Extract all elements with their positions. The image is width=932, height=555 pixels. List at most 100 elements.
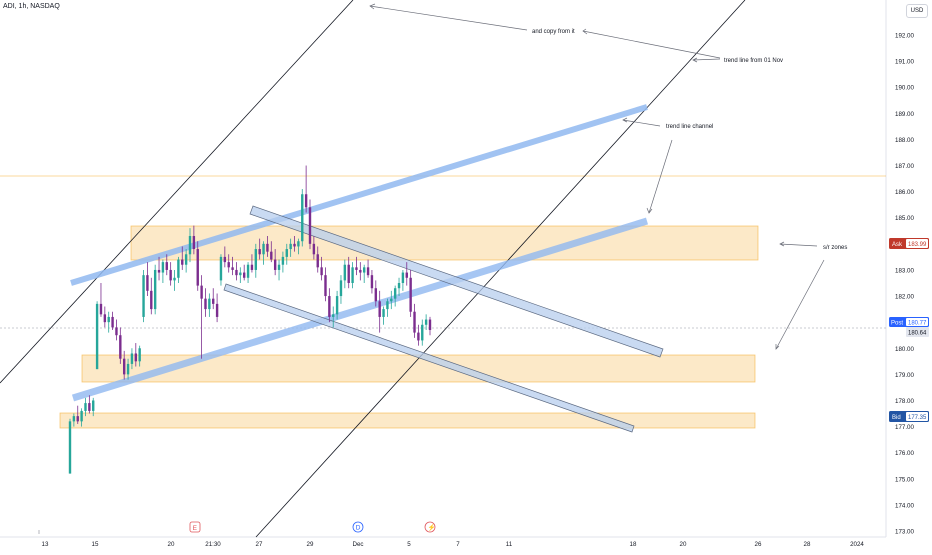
candle-body[interactable] <box>250 264 254 270</box>
candle-body[interactable] <box>103 314 107 323</box>
candle-body[interactable] <box>138 348 141 362</box>
candle-body[interactable] <box>343 264 347 281</box>
candle-body[interactable] <box>192 236 196 250</box>
candle-body[interactable] <box>382 309 385 317</box>
candle-body[interactable] <box>312 243 316 255</box>
candle-body[interactable] <box>146 275 149 291</box>
annotation-trend-nov[interactable]: trend line from 01 Nov <box>724 58 783 64</box>
trend-line-copy[interactable] <box>0 0 354 384</box>
candle-body[interactable] <box>223 256 227 263</box>
candle-body[interactable] <box>134 353 138 362</box>
descending-channel-upper[interactable] <box>249 205 664 358</box>
candle-body[interactable] <box>417 332 420 341</box>
candle-body[interactable] <box>332 314 335 317</box>
candle-body[interactable] <box>347 264 350 283</box>
candle-body[interactable] <box>262 243 265 255</box>
candle-body[interactable] <box>76 416 79 422</box>
time-axis-ticks[interactable]: 13 15 20 21:30 27 29 Dec 5 7 11 18 20 26 28 2024 <box>42 541 865 548</box>
sr-zone-middle[interactable] <box>81 354 756 383</box>
candle-body[interactable] <box>169 269 172 281</box>
candle-body[interactable] <box>351 267 354 283</box>
candle-body[interactable] <box>254 249 258 270</box>
candle-body[interactable] <box>227 262 230 268</box>
candle-body[interactable] <box>328 296 331 317</box>
channel-band-lower[interactable] <box>71 217 649 402</box>
channel-band-upper[interactable] <box>70 104 648 286</box>
candle-body[interactable] <box>374 288 378 302</box>
candle-body[interactable] <box>231 267 234 270</box>
candle-body[interactable] <box>177 259 180 278</box>
candle-body[interactable] <box>335 296 339 315</box>
candle-body[interactable] <box>153 269 157 310</box>
event-marker-split[interactable]: ⚡ <box>424 521 436 533</box>
candle-body[interactable] <box>196 249 199 286</box>
candle-body[interactable] <box>293 243 296 247</box>
candle-body[interactable] <box>239 272 242 276</box>
candle-body[interactable] <box>235 269 238 276</box>
candle-body[interactable] <box>405 272 408 278</box>
event-marker-earnings[interactable]: E <box>189 521 201 533</box>
candle-body[interactable] <box>320 267 323 276</box>
candle-body[interactable] <box>212 298 215 304</box>
candle-body[interactable] <box>270 251 273 260</box>
candle-body[interactable] <box>80 410 83 422</box>
candle-body[interactable] <box>157 269 161 273</box>
candle-body[interactable] <box>119 335 122 359</box>
candle-body[interactable] <box>208 298 211 310</box>
candle-body[interactable] <box>401 272 405 283</box>
candle-body[interactable] <box>281 256 285 265</box>
currency-button[interactable]: USD <box>906 4 928 18</box>
candle-body[interactable] <box>370 275 374 289</box>
candle-body[interactable] <box>173 277 176 281</box>
candle-body[interactable] <box>92 400 95 411</box>
candle-body[interactable] <box>84 403 87 411</box>
candle-body[interactable] <box>316 254 319 268</box>
candle-body[interactable] <box>424 319 428 325</box>
candle-body[interactable] <box>355 267 358 270</box>
candle-body[interactable] <box>409 277 412 312</box>
event-marker-dividend[interactable]: D <box>352 521 364 533</box>
candle-body[interactable] <box>308 207 312 244</box>
candle-body[interactable] <box>165 262 168 270</box>
candle-body[interactable] <box>122 358 126 375</box>
candle-body[interactable] <box>72 416 76 422</box>
candle-body[interactable] <box>413 311 416 333</box>
annotation-copy[interactable]: and copy from it <box>532 29 575 35</box>
candle-body[interactable] <box>246 264 250 278</box>
candle-body[interactable] <box>68 421 72 474</box>
candle-body[interactable] <box>161 262 165 273</box>
candle-body[interactable] <box>184 254 188 265</box>
candle-body[interactable] <box>378 301 381 317</box>
candle-body[interactable] <box>297 241 300 247</box>
candle-body[interactable] <box>390 298 393 302</box>
sr-zone-lower[interactable] <box>59 412 756 429</box>
candle-body[interactable] <box>359 269 362 273</box>
candle-body[interactable] <box>397 283 401 289</box>
symbol-header[interactable]: ADI, 1h, NASDAQ <box>3 3 60 10</box>
candle-body[interactable] <box>362 267 366 273</box>
candle-body[interactable] <box>95 303 99 370</box>
candle-body[interactable] <box>111 316 114 328</box>
candle-body[interactable] <box>277 264 281 270</box>
candle-body[interactable] <box>421 324 424 341</box>
candle-body[interactable] <box>428 319 432 330</box>
candle-body[interactable] <box>324 275 327 297</box>
candle-body[interactable] <box>130 353 134 364</box>
candle-body[interactable] <box>219 256 223 281</box>
candle-body[interactable] <box>289 243 292 250</box>
candle-body[interactable] <box>107 316 110 323</box>
price-axis-ticks[interactable]: 192.00 191.00 190.00 189.00 188.00 187.00 186.… <box>895 33 914 536</box>
candle-body[interactable] <box>266 243 269 252</box>
candle-body[interactable] <box>301 194 304 242</box>
annotation-sr[interactable]: s/r zones <box>823 245 847 251</box>
annotation-channel[interactable]: trend line channel <box>666 124 713 130</box>
candle-body[interactable] <box>188 236 192 255</box>
candle-body[interactable] <box>181 259 184 265</box>
candle-body[interactable] <box>339 280 343 297</box>
candle-body[interactable] <box>273 259 277 270</box>
candle-body[interactable] <box>242 272 246 278</box>
candle-body[interactable] <box>204 298 207 310</box>
candle-body[interactable] <box>366 267 370 276</box>
candle-body[interactable] <box>386 301 389 310</box>
